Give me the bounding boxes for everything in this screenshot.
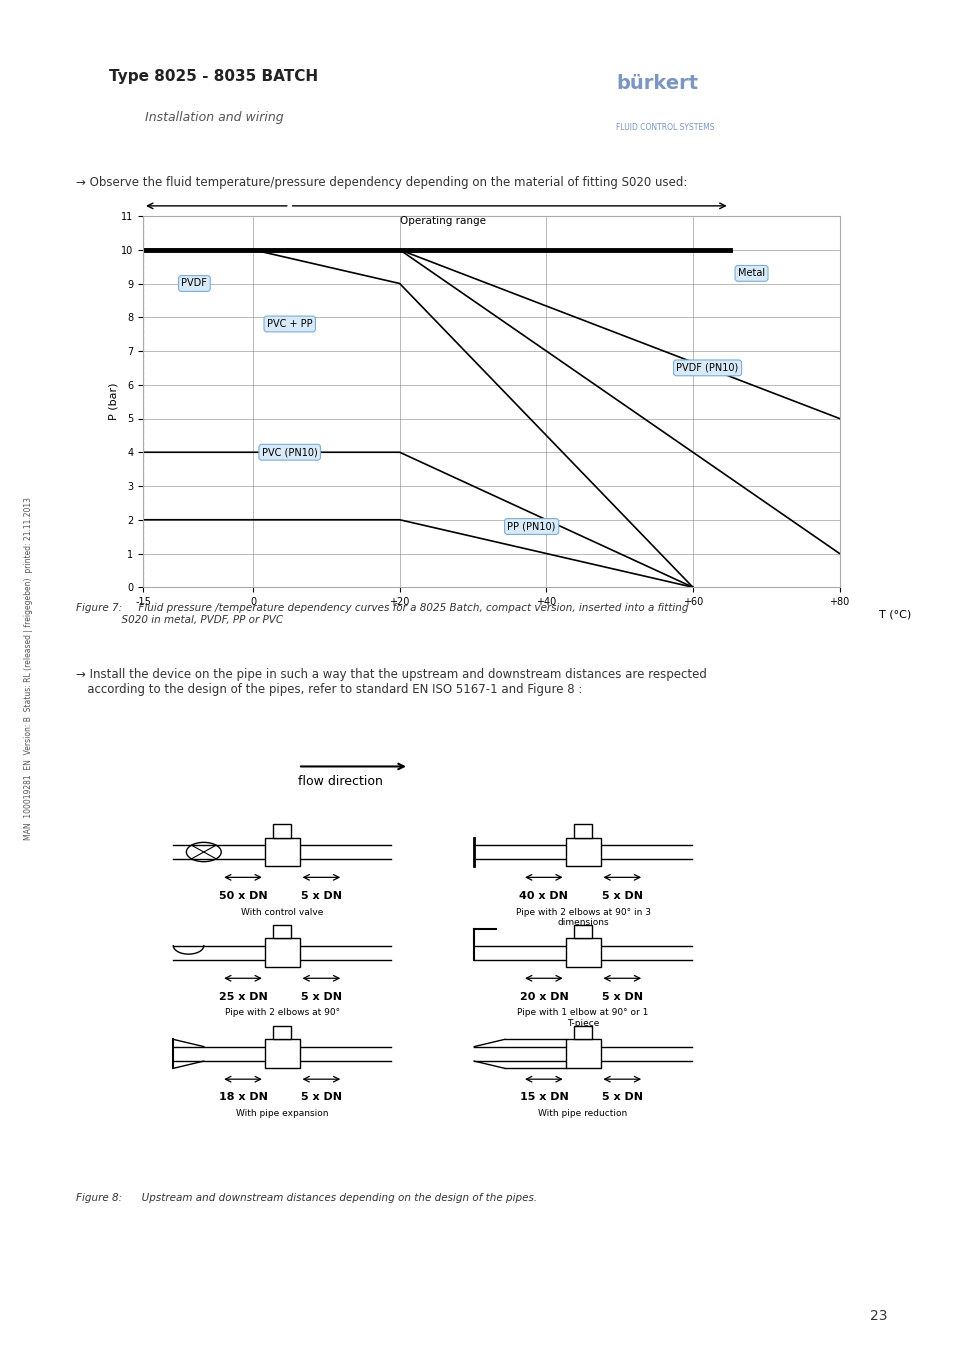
Text: → Install the device on the pipe in such a way that the upstream and downstream : → Install the device on the pipe in such…: [76, 668, 706, 697]
FancyBboxPatch shape: [574, 825, 591, 837]
Text: 5 x DN: 5 x DN: [601, 891, 642, 900]
Text: → Observe the fluid temperature/pressure dependency depending on the material of: → Observe the fluid temperature/pressure…: [76, 176, 687, 189]
Text: 23: 23: [869, 1310, 886, 1323]
Text: FLUID CONTROL SYSTEMS: FLUID CONTROL SYSTEMS: [616, 123, 714, 131]
Text: 5 x DN: 5 x DN: [300, 891, 341, 900]
Text: 5 x DN: 5 x DN: [601, 1092, 642, 1103]
X-axis label: T (°C): T (°C): [878, 610, 910, 620]
Text: 18 x DN: 18 x DN: [218, 1092, 267, 1103]
Text: 5 x DN: 5 x DN: [300, 991, 341, 1002]
FancyBboxPatch shape: [565, 938, 599, 968]
FancyBboxPatch shape: [274, 1026, 291, 1040]
FancyBboxPatch shape: [274, 925, 291, 938]
Text: MAN  100019281  EN  Version: B  Status: RL (released | freigegeben)  printed: 21: MAN 100019281 EN Version: B Status: RL (…: [24, 497, 33, 840]
Text: PVC (PN10): PVC (PN10): [261, 447, 317, 458]
FancyBboxPatch shape: [574, 925, 591, 938]
Text: PVC + PP: PVC + PP: [267, 319, 313, 329]
Text: 5 x DN: 5 x DN: [601, 991, 642, 1002]
Text: 25 x DN: 25 x DN: [218, 991, 267, 1002]
FancyBboxPatch shape: [265, 1040, 299, 1068]
Text: 20 x DN: 20 x DN: [519, 991, 568, 1002]
FancyBboxPatch shape: [274, 825, 291, 837]
Text: bürkert: bürkert: [616, 74, 698, 93]
Text: 15 x DN: 15 x DN: [519, 1092, 568, 1103]
Text: Pipe with 1 elbow at 90° or 1
T-piece: Pipe with 1 elbow at 90° or 1 T-piece: [517, 1008, 648, 1027]
Text: flow direction: flow direction: [297, 775, 382, 788]
Y-axis label: P (bar): P (bar): [109, 383, 118, 420]
Text: With control valve: With control valve: [241, 907, 323, 917]
Text: PVDF (PN10): PVDF (PN10): [676, 363, 738, 373]
Text: Operating range: Operating range: [399, 216, 485, 225]
Text: 40 x DN: 40 x DN: [518, 891, 568, 900]
FancyBboxPatch shape: [565, 837, 599, 867]
FancyBboxPatch shape: [565, 1040, 599, 1068]
Text: PP (PN10): PP (PN10): [507, 521, 556, 532]
Text: Installation and wiring: Installation and wiring: [145, 112, 283, 124]
FancyBboxPatch shape: [265, 837, 299, 867]
Text: Pipe with 2 elbows at 90° in 3
dimensions: Pipe with 2 elbows at 90° in 3 dimension…: [515, 907, 650, 927]
Text: With pipe expansion: With pipe expansion: [235, 1110, 328, 1118]
Text: English: English: [828, 1328, 868, 1338]
Text: 5 x DN: 5 x DN: [300, 1092, 341, 1103]
Text: PVDF: PVDF: [181, 278, 207, 289]
FancyBboxPatch shape: [265, 938, 299, 968]
Text: Metal: Metal: [738, 269, 764, 278]
Text: Figure 7:     Fluid pressure /temperature dependency curves for a 8025 Batch, co: Figure 7: Fluid pressure /temperature de…: [76, 603, 688, 625]
Text: Figure 8:      Upstream and downstream distances depending on the design of the : Figure 8: Upstream and downstream distan…: [76, 1193, 537, 1203]
Text: Pipe with 2 elbows at 90°: Pipe with 2 elbows at 90°: [224, 1008, 339, 1018]
Text: 50 x DN: 50 x DN: [218, 891, 267, 900]
FancyBboxPatch shape: [574, 1026, 591, 1040]
Text: Type 8025 - 8035 BATCH: Type 8025 - 8035 BATCH: [109, 69, 317, 84]
Text: With pipe reduction: With pipe reduction: [537, 1110, 627, 1118]
